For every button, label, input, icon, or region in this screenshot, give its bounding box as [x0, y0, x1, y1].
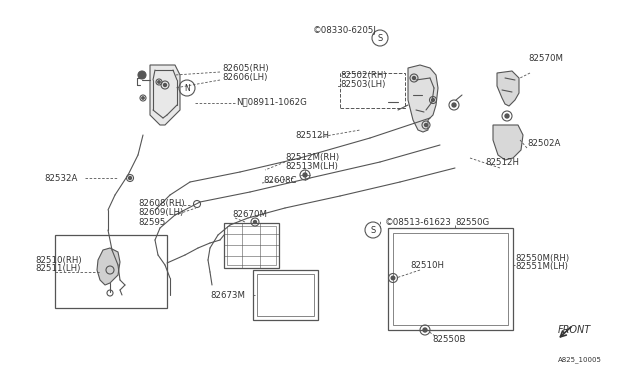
- Circle shape: [129, 176, 131, 180]
- Text: 82595: 82595: [138, 218, 165, 227]
- Circle shape: [253, 221, 257, 224]
- Text: 82609(LH): 82609(LH): [138, 208, 183, 217]
- Text: 82532A: 82532A: [44, 173, 77, 183]
- Bar: [55, 235, 167, 308]
- Text: 82606(LH): 82606(LH): [222, 73, 268, 81]
- Text: 82511(LH): 82511(LH): [35, 264, 81, 273]
- Polygon shape: [97, 248, 120, 285]
- Circle shape: [142, 97, 144, 99]
- Text: 82512M(RH): 82512M(RH): [285, 153, 339, 161]
- Circle shape: [423, 328, 427, 332]
- Bar: [253, 270, 318, 320]
- Text: 82512H: 82512H: [295, 131, 329, 140]
- Text: 82608C: 82608C: [263, 176, 296, 185]
- Bar: [340, 73, 405, 108]
- Polygon shape: [408, 65, 438, 132]
- Text: 82502A: 82502A: [527, 138, 561, 148]
- Text: A825_10005: A825_10005: [558, 357, 602, 363]
- Bar: [388, 228, 513, 330]
- Text: 82605(RH): 82605(RH): [222, 64, 269, 73]
- Text: 82570M: 82570M: [528, 54, 563, 62]
- Text: 82510H: 82510H: [410, 260, 444, 269]
- Text: ©08330-6205J: ©08330-6205J: [313, 26, 377, 35]
- Text: 82550G: 82550G: [455, 218, 489, 227]
- Text: S: S: [371, 225, 376, 234]
- Circle shape: [303, 173, 307, 177]
- Text: 82502(RH): 82502(RH): [340, 71, 387, 80]
- Text: FRONT: FRONT: [558, 325, 591, 335]
- Bar: [257, 274, 314, 316]
- Text: 82510(RH): 82510(RH): [35, 256, 82, 264]
- Circle shape: [138, 71, 146, 79]
- Text: 82608(RH): 82608(RH): [138, 199, 184, 208]
- Circle shape: [505, 114, 509, 118]
- Text: 82550M(RH): 82550M(RH): [515, 253, 569, 263]
- Bar: [224, 223, 279, 268]
- Text: 82512H: 82512H: [485, 157, 519, 167]
- Polygon shape: [497, 71, 519, 106]
- Text: 82550B: 82550B: [432, 336, 465, 344]
- Text: 82551M(LH): 82551M(LH): [515, 263, 568, 272]
- Text: N: N: [184, 83, 190, 93]
- Circle shape: [413, 77, 415, 80]
- Text: 82513M(LH): 82513M(LH): [285, 161, 338, 170]
- Circle shape: [424, 124, 428, 126]
- Text: 82503(LH): 82503(LH): [340, 80, 385, 89]
- Polygon shape: [150, 65, 180, 125]
- Circle shape: [452, 103, 456, 107]
- Bar: [393, 233, 508, 325]
- Text: Nゐ08911-1062G: Nゐ08911-1062G: [236, 97, 307, 106]
- Circle shape: [163, 83, 166, 87]
- Text: 82670M: 82670M: [232, 209, 267, 218]
- Bar: [227, 226, 276, 265]
- Text: S: S: [378, 33, 383, 42]
- Circle shape: [391, 276, 395, 280]
- Text: 82673M: 82673M: [210, 291, 245, 299]
- Text: ©08513-61623: ©08513-61623: [385, 218, 452, 227]
- Circle shape: [431, 99, 435, 102]
- Polygon shape: [493, 125, 523, 160]
- Circle shape: [158, 81, 160, 83]
